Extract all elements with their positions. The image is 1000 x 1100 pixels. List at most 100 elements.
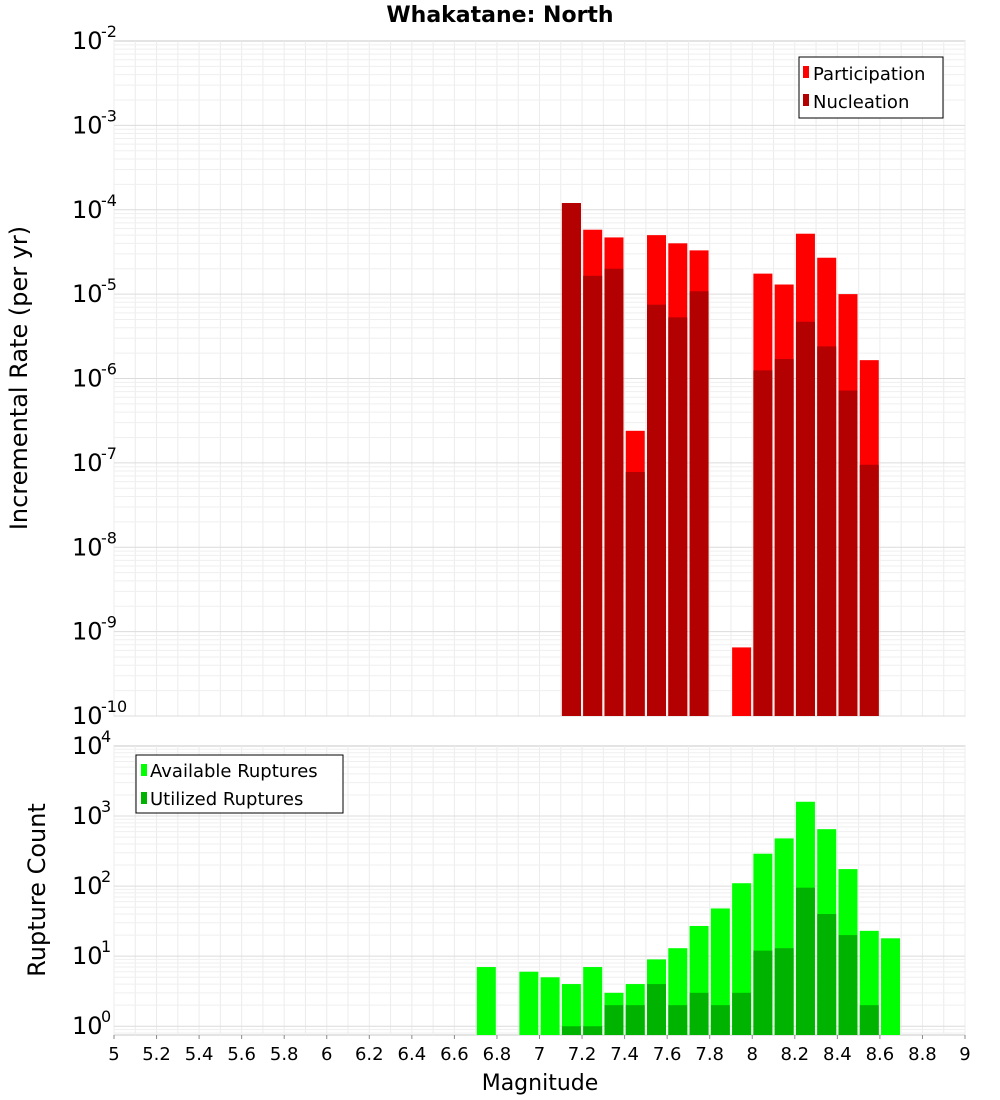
x-tick-label: 7 xyxy=(534,1044,545,1065)
utilized-ruptures-bar xyxy=(732,992,752,1035)
available-ruptures-bar xyxy=(583,967,603,1035)
x-tick-label: 5.8 xyxy=(270,1044,299,1065)
utilized-ruptures-bar xyxy=(859,1005,879,1035)
x-tick-label: 8.4 xyxy=(823,1044,852,1065)
count-y-tick-exponent: 2 xyxy=(101,867,111,886)
count-y-tick-label: 10 xyxy=(72,872,103,900)
count-y-tick-exponent: 1 xyxy=(101,937,111,956)
rate-y-tick-exponent: -9 xyxy=(101,613,117,632)
nucleation-bar xyxy=(668,317,688,716)
x-tick-label: 7.4 xyxy=(610,1044,639,1065)
utilized-ruptures-bar xyxy=(647,984,667,1035)
rate-y-tick-label: 10 xyxy=(72,280,103,308)
participation-legend-label: Participation xyxy=(813,64,925,85)
rate-legend: Participation Nucleation xyxy=(798,56,944,119)
available-ruptures-bar xyxy=(519,971,539,1035)
available-ruptures-bar xyxy=(476,967,496,1035)
rate-y-tick-exponent: -10 xyxy=(101,697,127,716)
nucleation-legend-label: Nucleation xyxy=(813,92,909,113)
utilized-ruptures-bar xyxy=(774,948,794,1035)
rate-y-tick-label: 10 xyxy=(72,618,103,646)
magnitude-x-ticks: 5 5.2 5.4 5.6 5.8 6 6.2 6.4 6.6 6.8 7 7.2 7.4 7.6 7.8 8… xyxy=(108,1035,971,1065)
count-legend-box xyxy=(135,754,344,814)
x-tick-label: 8.8 xyxy=(908,1044,937,1065)
x-tick-label: 5.4 xyxy=(185,1044,214,1065)
utilized-swatch xyxy=(141,792,147,804)
rate-y-tick-label: 10 xyxy=(72,702,103,730)
rate-grid xyxy=(113,41,966,717)
utilized-ruptures-bar xyxy=(753,950,773,1035)
x-tick-label: 8.2 xyxy=(780,1044,809,1065)
count-y-tick-exponent: 4 xyxy=(101,727,111,746)
nucleation-bar xyxy=(817,346,837,716)
utilized-ruptures-bar xyxy=(561,1026,581,1035)
utilized-ruptures-bar xyxy=(710,1005,730,1035)
utilized-ruptures-bar xyxy=(689,992,709,1035)
count-bars xyxy=(476,801,901,1035)
x-tick-label: 5.2 xyxy=(142,1044,171,1065)
rate-y-tick-exponent: -2 xyxy=(101,22,117,41)
count-y-axis-label: Rupture Count xyxy=(23,803,51,977)
available-swatch xyxy=(141,764,147,776)
rate-y-tick-exponent: -4 xyxy=(101,191,117,210)
rate-y-tick-label: 10 xyxy=(72,27,103,55)
nucleation-bar xyxy=(625,471,645,716)
participation-bar xyxy=(732,647,752,716)
rate-y-axis-label: Incremental Rate (per yr) xyxy=(5,226,33,530)
rate-y-tick-exponent: -3 xyxy=(101,106,117,125)
rate-y-tick-exponent: -5 xyxy=(101,275,117,294)
count-y-tick-exponent: 0 xyxy=(101,1007,111,1026)
utilized-ruptures-bar xyxy=(583,1026,603,1035)
nucleation-bar xyxy=(838,390,858,716)
nucleation-swatch xyxy=(803,94,809,106)
x-tick-label: 6.4 xyxy=(398,1044,427,1065)
utilized-ruptures-bar xyxy=(838,935,858,1035)
x-tick-label: 5 xyxy=(108,1044,119,1065)
x-tick-label: 8 xyxy=(747,1044,758,1065)
available-ruptures-bar xyxy=(540,977,560,1035)
rate-y-tick-label: 10 xyxy=(72,365,103,393)
rate-y-tick-label: 10 xyxy=(72,196,103,224)
rate-bars xyxy=(561,203,879,717)
x-tick-label: 7.6 xyxy=(653,1044,682,1065)
rate-legend-box xyxy=(798,56,944,119)
x-tick-label: 7.2 xyxy=(568,1044,597,1065)
nucleation-bar xyxy=(774,359,794,716)
count-y-tick-label: 10 xyxy=(72,802,103,830)
utilized-ruptures-bar xyxy=(604,1005,624,1035)
x-axis-label: Magnitude xyxy=(482,1071,599,1096)
nucleation-bar xyxy=(561,203,581,716)
utilized-ruptures-bar xyxy=(795,887,815,1035)
participation-swatch xyxy=(803,66,809,78)
count-y-tick-label: 10 xyxy=(72,1012,103,1040)
count-legend: Available Ruptures Utilized Ruptures xyxy=(135,754,344,814)
utilized-ruptures-bar xyxy=(625,1005,645,1035)
x-tick-label: 7.8 xyxy=(695,1044,724,1065)
x-tick-label: 6.6 xyxy=(440,1044,469,1065)
x-tick-label: 6.8 xyxy=(483,1044,512,1065)
nucleation-bar xyxy=(859,464,879,716)
nucleation-bar xyxy=(647,304,667,716)
rate-y-tick-exponent: -6 xyxy=(101,360,117,379)
rate-y-tick-label: 10 xyxy=(72,449,103,477)
rate-y-tick-label: 10 xyxy=(72,111,103,139)
nucleation-bar xyxy=(689,291,709,716)
utilized-ruptures-bar xyxy=(817,914,837,1035)
count-y-tick-label: 10 xyxy=(72,732,103,760)
chart-title: Whakatane: North xyxy=(386,3,613,28)
nucleation-bar xyxy=(583,275,603,716)
available-ruptures-bar xyxy=(881,938,901,1035)
utilized-legend-label: Utilized Ruptures xyxy=(150,789,303,810)
x-tick-label: 5.6 xyxy=(227,1044,256,1065)
rate-y-tick-exponent: -7 xyxy=(101,444,117,463)
x-tick-label: 8.6 xyxy=(866,1044,895,1065)
count-y-tick-exponent: 3 xyxy=(101,797,111,816)
nucleation-bar xyxy=(795,321,815,716)
rate-y-tick-exponent: -8 xyxy=(101,528,117,547)
x-tick-label: 9 xyxy=(959,1044,970,1065)
